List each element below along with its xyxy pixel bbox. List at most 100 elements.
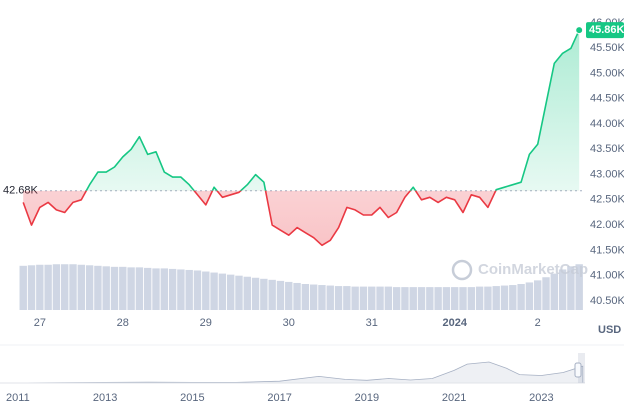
volume-bar	[343, 286, 351, 310]
volume-bar	[268, 279, 276, 310]
volume-bar	[567, 266, 575, 310]
volume-bar	[550, 273, 558, 310]
volume-bar	[44, 264, 52, 310]
volume-bar	[94, 265, 102, 310]
volume-bar	[326, 285, 334, 310]
volume-bar	[376, 286, 384, 310]
volume-bar	[160, 268, 168, 310]
volume-bar	[226, 274, 235, 310]
volume-bar	[27, 265, 36, 310]
volume-bar	[61, 264, 69, 310]
navigator-tick-label: 2013	[93, 392, 117, 404]
watermark-logo	[451, 259, 473, 281]
volume-bar	[168, 268, 177, 310]
current-dot	[575, 26, 584, 35]
navigator-tick-label: 2021	[442, 392, 466, 404]
volume-bar	[368, 286, 376, 310]
area-down	[23, 190, 496, 246]
volume-bar	[475, 286, 484, 310]
volume-bar	[525, 282, 534, 310]
volume-bar	[409, 287, 417, 310]
y-tick-label: 43.00K	[590, 168, 624, 180]
volume-bar	[85, 265, 94, 310]
unit-label: USD	[598, 324, 621, 336]
y-tick-label: 43.50K	[590, 143, 624, 155]
volume-bar	[517, 284, 525, 310]
price-line-down	[22, 190, 497, 247]
y-tick-label: 42.50K	[590, 194, 624, 206]
volume-bar	[509, 285, 517, 310]
volume-bar	[52, 264, 61, 310]
volume-bar	[276, 280, 285, 310]
volume-bar	[177, 269, 185, 310]
navigator-tick-label: 2015	[180, 392, 204, 404]
watermark: CoinMarketCap	[478, 261, 588, 278]
volume-bar	[235, 275, 243, 310]
volume-bar	[110, 266, 119, 310]
volume-bar	[492, 286, 500, 310]
volume-bar	[434, 287, 442, 310]
volume-bar	[500, 285, 509, 310]
volume-bar	[442, 287, 451, 310]
y-tick-label: 41.50K	[590, 244, 624, 256]
navigator-tick-label: 2019	[355, 392, 379, 404]
volume-bar	[185, 269, 193, 310]
volume-bar	[285, 281, 293, 310]
volume-bar	[293, 282, 301, 310]
volume-bar	[193, 270, 202, 310]
navigator-handle	[574, 362, 582, 378]
volume-bar	[69, 264, 77, 310]
volume-bar	[152, 268, 160, 310]
navigator-tick-label: 2011	[6, 392, 30, 404]
volume-bar	[210, 272, 218, 310]
volume-bar	[359, 286, 368, 310]
navigator-tick-label: 2017	[267, 392, 291, 404]
volume-bar	[459, 287, 467, 310]
volume-bar	[309, 284, 318, 310]
volume-bar	[251, 277, 260, 310]
volume-bar	[260, 278, 268, 310]
volume-bar	[202, 271, 210, 310]
volume-bar	[401, 287, 409, 310]
volume-bar	[243, 276, 251, 310]
x-tick-label: 27	[34, 317, 46, 329]
x-tick-label: 30	[283, 317, 295, 329]
volume-bar	[301, 284, 310, 310]
volume-bar	[542, 277, 550, 310]
volume-bar	[127, 267, 135, 310]
x-tick-label: 2024	[442, 317, 467, 329]
y-tick-label: 45.50K	[590, 42, 624, 54]
x-tick-label: 2	[535, 317, 541, 329]
volume-bar	[534, 280, 542, 310]
volume-bar	[426, 287, 434, 310]
y-tick-label: 44.50K	[590, 93, 624, 105]
volume-bar	[384, 286, 393, 310]
volume-bar	[119, 266, 127, 310]
volume-bar	[451, 287, 459, 310]
volume-bar	[575, 264, 583, 310]
volume-bar	[484, 286, 492, 310]
y-tick-label: 41.00K	[590, 270, 624, 282]
current-label: 45.86K	[589, 24, 624, 36]
volume-bar	[351, 286, 359, 310]
current-badge	[586, 22, 624, 39]
volume-bar	[467, 287, 476, 310]
navigator-tick-label: 2023	[529, 392, 553, 404]
volume-bar	[77, 264, 86, 310]
volume-bar	[135, 267, 144, 310]
navigator-area	[9, 361, 584, 384]
volume-bar	[318, 285, 326, 310]
volume-bar	[19, 265, 27, 310]
volume-bar	[218, 273, 227, 310]
volume-bar	[102, 266, 110, 310]
y-tick-label: 42.00K	[590, 219, 624, 231]
y-tick-label: 45.00K	[590, 67, 624, 79]
y-tick-label: 40.50K	[590, 295, 624, 307]
y-tick-label: 44.00K	[590, 118, 624, 130]
volume-bar	[417, 287, 426, 310]
volume-bar	[36, 264, 44, 310]
price-line-up	[85, 29, 580, 191]
x-tick-label: 31	[366, 317, 378, 329]
